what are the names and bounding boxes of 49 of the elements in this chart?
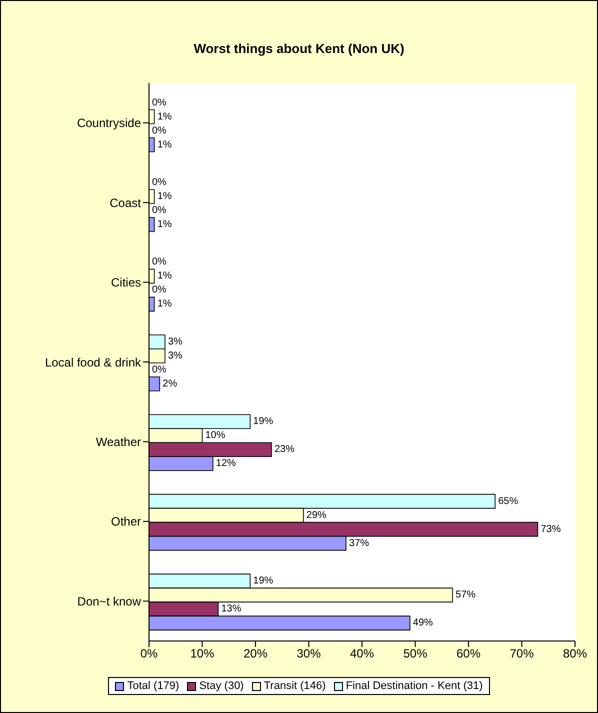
data-label: 0%: [152, 256, 167, 268]
data-label: 23%: [274, 444, 295, 456]
x-tick-label: 60%: [456, 646, 481, 661]
data-label: 0%: [152, 204, 167, 216]
data-label: 49%: [412, 618, 434, 629]
data-label: 2%: [162, 378, 178, 390]
y-tick-label: Cities: [110, 276, 141, 290]
data-label: 37%: [349, 538, 370, 549]
data-label: 13%: [221, 604, 242, 615]
data-label: 3%: [168, 336, 183, 348]
y-tick-label: Other: [110, 514, 141, 529]
data-label: 0%: [152, 284, 167, 296]
data-label: 0%: [152, 176, 167, 188]
data-label: 1%: [157, 218, 172, 230]
x-tick-label: 80%: [562, 646, 588, 661]
data-label: 73%: [540, 524, 561, 535]
x-tick-label: 40%: [350, 646, 374, 661]
data-label: 0%: [152, 364, 167, 376]
y-tick-label: Weather: [96, 434, 141, 449]
legend-label: Total (179): [126, 680, 180, 692]
y-tick-label: Local food & drink: [44, 355, 142, 370]
x-tick-label: 10%: [190, 646, 215, 661]
data-label: 1%: [157, 298, 172, 310]
legend-label: Final Destination - Kent (31): [344, 680, 483, 692]
data-label: 1%: [157, 270, 172, 282]
data-label: 3%: [168, 350, 183, 362]
data-label: 0%: [152, 97, 167, 108]
x-tick-label: 50%: [403, 646, 428, 661]
chart-title: Worst things about Kent (Non UK): [192, 40, 406, 58]
x-tick-label: 30%: [296, 646, 322, 661]
data-label: 12%: [216, 458, 236, 470]
data-label: 29%: [306, 510, 327, 521]
data-label: 19%: [253, 576, 274, 587]
x-tick-label: 70%: [510, 646, 534, 661]
y-tick-label: Coast: [110, 196, 142, 210]
y-tick-label: Countryside: [76, 116, 142, 130]
data-label: 10%: [205, 430, 226, 442]
data-label: 0%: [152, 125, 167, 136]
data-label: 1%: [157, 139, 172, 150]
data-label: 1%: [157, 111, 172, 122]
x-tick-label: 20%: [243, 646, 268, 661]
data-label: 19%: [253, 416, 274, 428]
y-tick-label: Don~t know: [77, 594, 142, 608]
data-label: 57%: [456, 590, 476, 601]
legend-label: Stay (30): [198, 680, 244, 692]
x-tick-label: 0%: [140, 646, 158, 661]
legend-label: Transit (146): [262, 680, 326, 692]
data-label: 65%: [498, 496, 518, 507]
data-label: 1%: [157, 190, 172, 202]
